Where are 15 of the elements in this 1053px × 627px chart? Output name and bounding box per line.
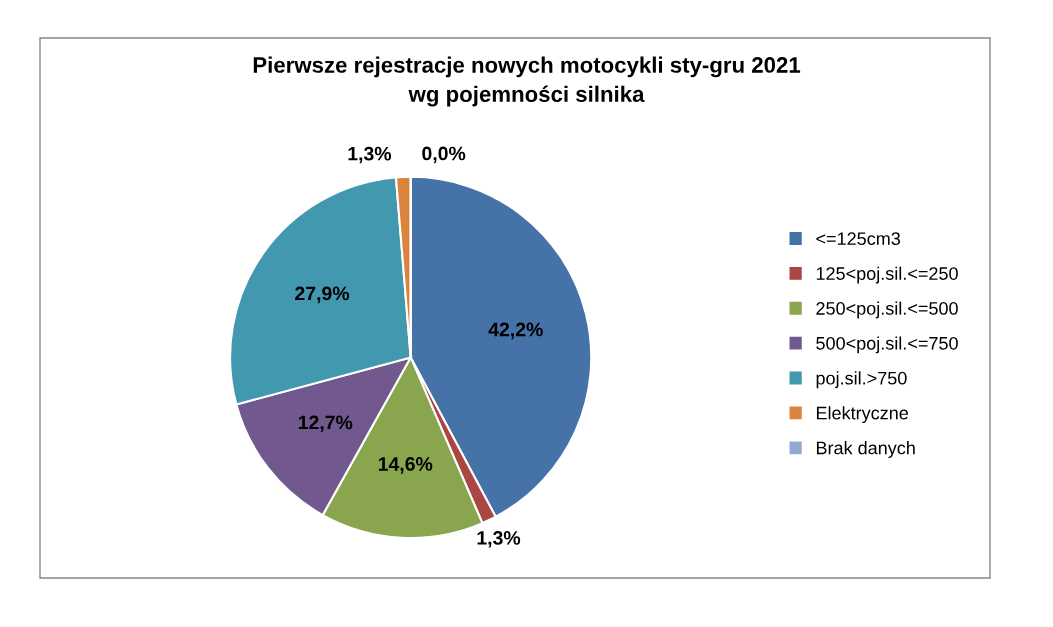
legend-label: Brak danych [816, 441, 915, 458]
legend-label: <=125cm3 [816, 232, 901, 246]
data-label: 27,9% [295, 286, 350, 304]
chart-title: Pierwsze rejestracje nowych motocykli sty-gru 2021 wg pojemności silnika [253, 56, 801, 107]
data-label: 1,3% [477, 531, 521, 548]
legend-label: Elektryczne [816, 406, 908, 424]
data-label: 1,3% [348, 146, 392, 164]
data-label: 14,6% [378, 457, 433, 474]
legend-label: 250<poj.sil.<=500 [816, 301, 958, 319]
data-label: 42,2% [488, 322, 543, 340]
legend-label: 125<poj.sil.<=250 [816, 266, 958, 284]
legend-label: 500<poj.sil.<=750 [816, 336, 958, 354]
text: 0,0% [422, 146, 466, 164]
data-label: 12,7% [298, 415, 353, 433]
legend-label: poj.sil.>750 [816, 371, 907, 389]
